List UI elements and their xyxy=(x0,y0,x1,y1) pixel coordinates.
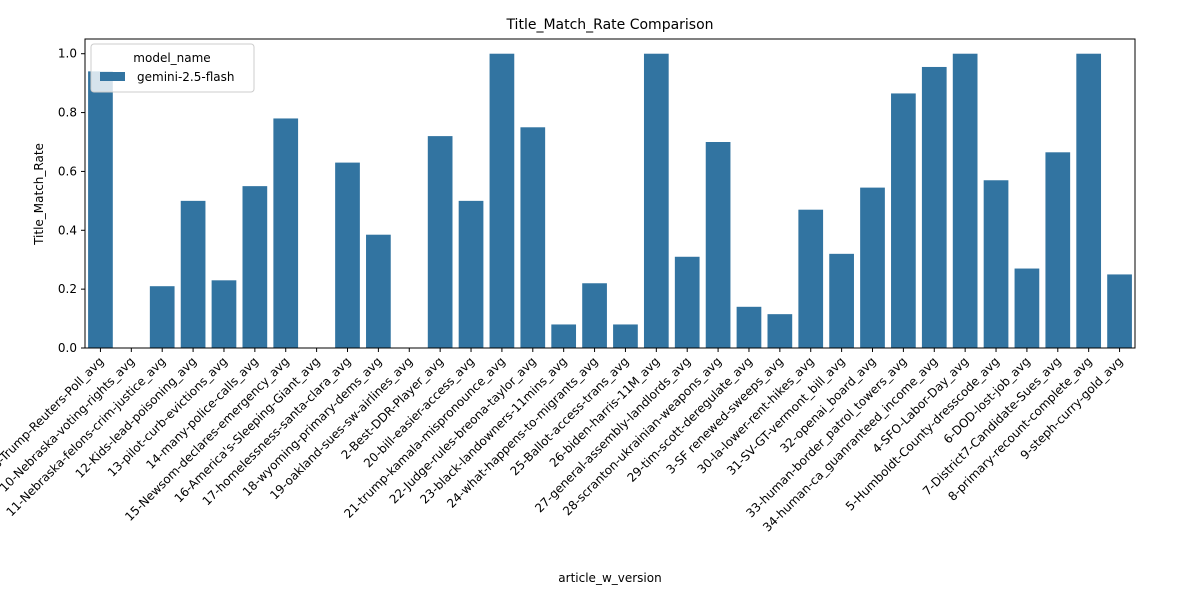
bar-26 xyxy=(860,187,885,348)
bar-32 xyxy=(1045,152,1071,348)
bar-34 xyxy=(1107,274,1132,348)
y-tick-label: 0.0 xyxy=(58,341,77,355)
bar-20 xyxy=(674,256,700,348)
bar-29 xyxy=(952,53,978,349)
bar-13 xyxy=(458,200,484,348)
bar-19 xyxy=(643,53,669,349)
y-tick-label: 0.8 xyxy=(58,106,77,120)
bar-27 xyxy=(891,93,916,348)
bar-7 xyxy=(273,118,299,349)
bar-4 xyxy=(180,200,206,348)
y-ticks-group: 0.0 0.2 0.4 0.6 0.8 1.0 xyxy=(58,47,85,355)
legend-box xyxy=(90,43,255,93)
bar-24 xyxy=(798,209,824,348)
bar-14 xyxy=(489,53,515,349)
bar-33 xyxy=(1076,53,1102,349)
x-axis-label: article_w_version xyxy=(558,571,661,585)
legend-swatch xyxy=(100,72,125,81)
x-ticks-group: 1-Harris-Trump-Reuters-Poll_avg10-Nebras… xyxy=(0,348,1126,534)
bar-30 xyxy=(983,180,1009,348)
bar-15 xyxy=(520,127,546,348)
y-tick-label: 0.4 xyxy=(58,223,77,237)
bar-12 xyxy=(427,136,453,348)
bar-25 xyxy=(829,253,854,348)
legend-entry-label: gemini-2.5-flash xyxy=(137,70,234,84)
bar-6 xyxy=(242,186,268,348)
legend-title: model_name xyxy=(133,51,210,65)
bar-23 xyxy=(767,314,793,348)
bar-22 xyxy=(736,306,762,348)
bar-5 xyxy=(211,280,237,348)
y-tick-label: 1.0 xyxy=(58,47,77,61)
bar-1 xyxy=(88,71,113,349)
y-axis-label: Title_Match_Rate xyxy=(32,143,46,246)
bar-17 xyxy=(582,283,607,348)
bar-10 xyxy=(366,234,391,348)
bars-group xyxy=(88,53,1132,349)
bar-31 xyxy=(1014,268,1040,348)
legend: model_name gemini-2.5-flash xyxy=(90,43,255,93)
y-tick-label: 0.2 xyxy=(58,282,77,296)
bar-3 xyxy=(149,286,175,348)
bar-16 xyxy=(551,324,577,348)
plot-frame xyxy=(84,38,1136,349)
bar-9 xyxy=(335,162,360,348)
bar-28 xyxy=(921,66,947,349)
chart-title: Title_Match_Rate Comparison xyxy=(505,17,713,33)
bar-18 xyxy=(613,324,638,348)
y-tick-label: 0.6 xyxy=(58,164,77,178)
bar-21 xyxy=(705,142,731,348)
